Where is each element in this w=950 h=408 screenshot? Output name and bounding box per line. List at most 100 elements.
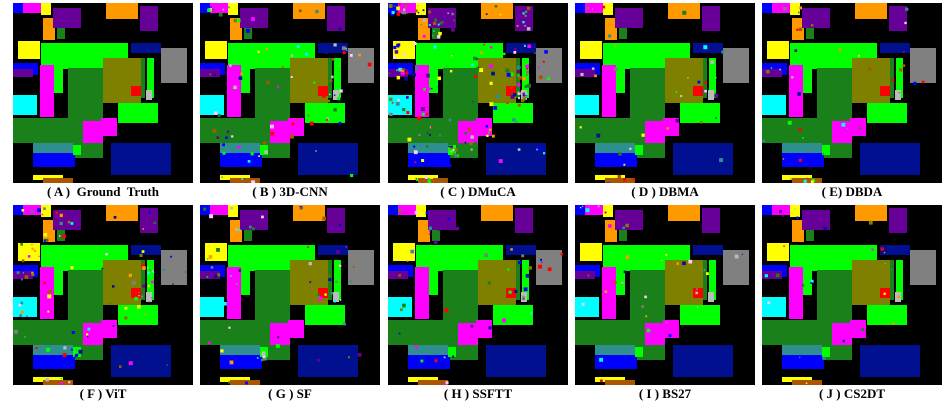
noise-pixel bbox=[423, 9, 425, 11]
noise-pixel bbox=[788, 121, 792, 125]
noise-pixel bbox=[230, 361, 234, 365]
noise-pixel bbox=[517, 25, 519, 27]
noise-pixel bbox=[489, 326, 492, 329]
noise-pixel bbox=[236, 284, 237, 285]
noise-pixel bbox=[426, 113, 428, 115]
noise-pixel bbox=[642, 134, 645, 137]
noise-pixel bbox=[582, 303, 585, 306]
noise-pixel bbox=[14, 330, 18, 334]
region-grass-pasture bbox=[228, 205, 238, 217]
noise-pixel bbox=[214, 111, 217, 114]
noise-pixel bbox=[149, 301, 150, 302]
noise-pixel bbox=[112, 285, 115, 288]
classification-map bbox=[388, 3, 568, 183]
noise-pixel bbox=[32, 248, 34, 250]
noise-pixel bbox=[299, 9, 302, 12]
noise-pixel bbox=[444, 308, 448, 312]
noise-pixel bbox=[287, 93, 289, 95]
region-grass-pasture bbox=[18, 41, 40, 59]
noise-pixel bbox=[423, 35, 426, 38]
noise-pixel bbox=[423, 88, 426, 91]
noise-pixel bbox=[796, 217, 799, 220]
noise-pixel bbox=[216, 136, 219, 139]
noise-pixel bbox=[125, 307, 128, 310]
noise-pixel bbox=[611, 29, 614, 32]
noise-pixel bbox=[823, 153, 824, 154]
noise-pixel bbox=[517, 70, 520, 73]
noise-pixel bbox=[704, 90, 707, 93]
region-wheat bbox=[161, 250, 187, 285]
noise-pixel bbox=[511, 87, 513, 89]
noise-pixel bbox=[399, 333, 401, 335]
noise-pixel bbox=[266, 81, 269, 84]
noise-pixel bbox=[450, 148, 452, 150]
region-corn-notill bbox=[33, 153, 75, 167]
noise-pixel bbox=[322, 217, 326, 221]
noise-pixel bbox=[881, 247, 884, 250]
noise-pixel bbox=[393, 205, 395, 207]
noise-pixel bbox=[527, 27, 531, 31]
noise-pixel bbox=[396, 70, 398, 72]
noise-pixel bbox=[465, 142, 467, 144]
noise-pixel bbox=[892, 79, 895, 82]
region-soybean-mintill bbox=[817, 68, 852, 158]
noise-pixel bbox=[470, 325, 473, 328]
noise-pixel bbox=[434, 241, 438, 245]
noise-pixel bbox=[530, 312, 532, 314]
noise-pixel bbox=[625, 224, 628, 227]
region-woods bbox=[111, 345, 171, 377]
noise-pixel bbox=[251, 152, 254, 155]
region-wheat bbox=[161, 48, 187, 83]
noise-pixel bbox=[245, 382, 248, 385]
noise-pixel bbox=[676, 91, 678, 93]
noise-pixel bbox=[346, 246, 347, 247]
noise-pixel bbox=[514, 48, 517, 51]
noise-pixel bbox=[209, 214, 213, 218]
noise-pixel bbox=[61, 378, 63, 380]
region-soybean-clean bbox=[53, 8, 81, 28]
noise-pixel bbox=[440, 364, 442, 366]
noise-pixel bbox=[442, 21, 444, 23]
noise-pixel bbox=[331, 76, 334, 79]
classification-map bbox=[575, 205, 755, 385]
region-grass-mowed bbox=[645, 121, 665, 143]
noise-pixel bbox=[209, 74, 211, 76]
noise-pixel bbox=[398, 274, 401, 277]
region-soybean-mintill bbox=[13, 320, 73, 345]
noise-pixel bbox=[63, 346, 66, 349]
noise-pixel bbox=[124, 317, 127, 320]
noise-pixel bbox=[390, 207, 392, 209]
noise-pixel bbox=[13, 207, 15, 209]
noise-pixel bbox=[473, 57, 476, 60]
region-corn-notill bbox=[595, 153, 637, 167]
panel-caption: ( D ) DBMA bbox=[570, 184, 760, 200]
noise-pixel bbox=[661, 260, 662, 261]
region-corn bbox=[822, 347, 830, 357]
noise-pixel bbox=[429, 175, 433, 179]
noise-pixel bbox=[516, 121, 518, 123]
region-corn bbox=[635, 347, 643, 357]
noise-pixel bbox=[305, 53, 308, 56]
noise-pixel bbox=[339, 265, 341, 267]
noise-pixel bbox=[822, 357, 825, 360]
noise-pixel bbox=[228, 327, 230, 329]
region-soybean-notill bbox=[290, 58, 328, 103]
noise-pixel bbox=[456, 227, 459, 230]
noise-pixel bbox=[534, 53, 535, 54]
noise-pixel bbox=[470, 135, 474, 139]
region-soybean-mintill bbox=[575, 320, 635, 345]
noise-pixel bbox=[114, 216, 117, 219]
noise-pixel bbox=[264, 155, 267, 158]
noise-pixel bbox=[715, 118, 716, 119]
region-corn bbox=[305, 103, 345, 123]
noise-pixel bbox=[47, 311, 49, 313]
noise-pixel bbox=[142, 266, 146, 270]
noise-pixel bbox=[48, 290, 52, 294]
noise-pixel bbox=[630, 12, 633, 15]
noise-pixel bbox=[506, 68, 510, 72]
noise-pixel bbox=[216, 248, 220, 252]
noise-pixel bbox=[444, 357, 446, 359]
noise-pixel bbox=[676, 262, 679, 265]
noise-pixel bbox=[113, 325, 115, 327]
noise-pixel bbox=[336, 250, 340, 254]
